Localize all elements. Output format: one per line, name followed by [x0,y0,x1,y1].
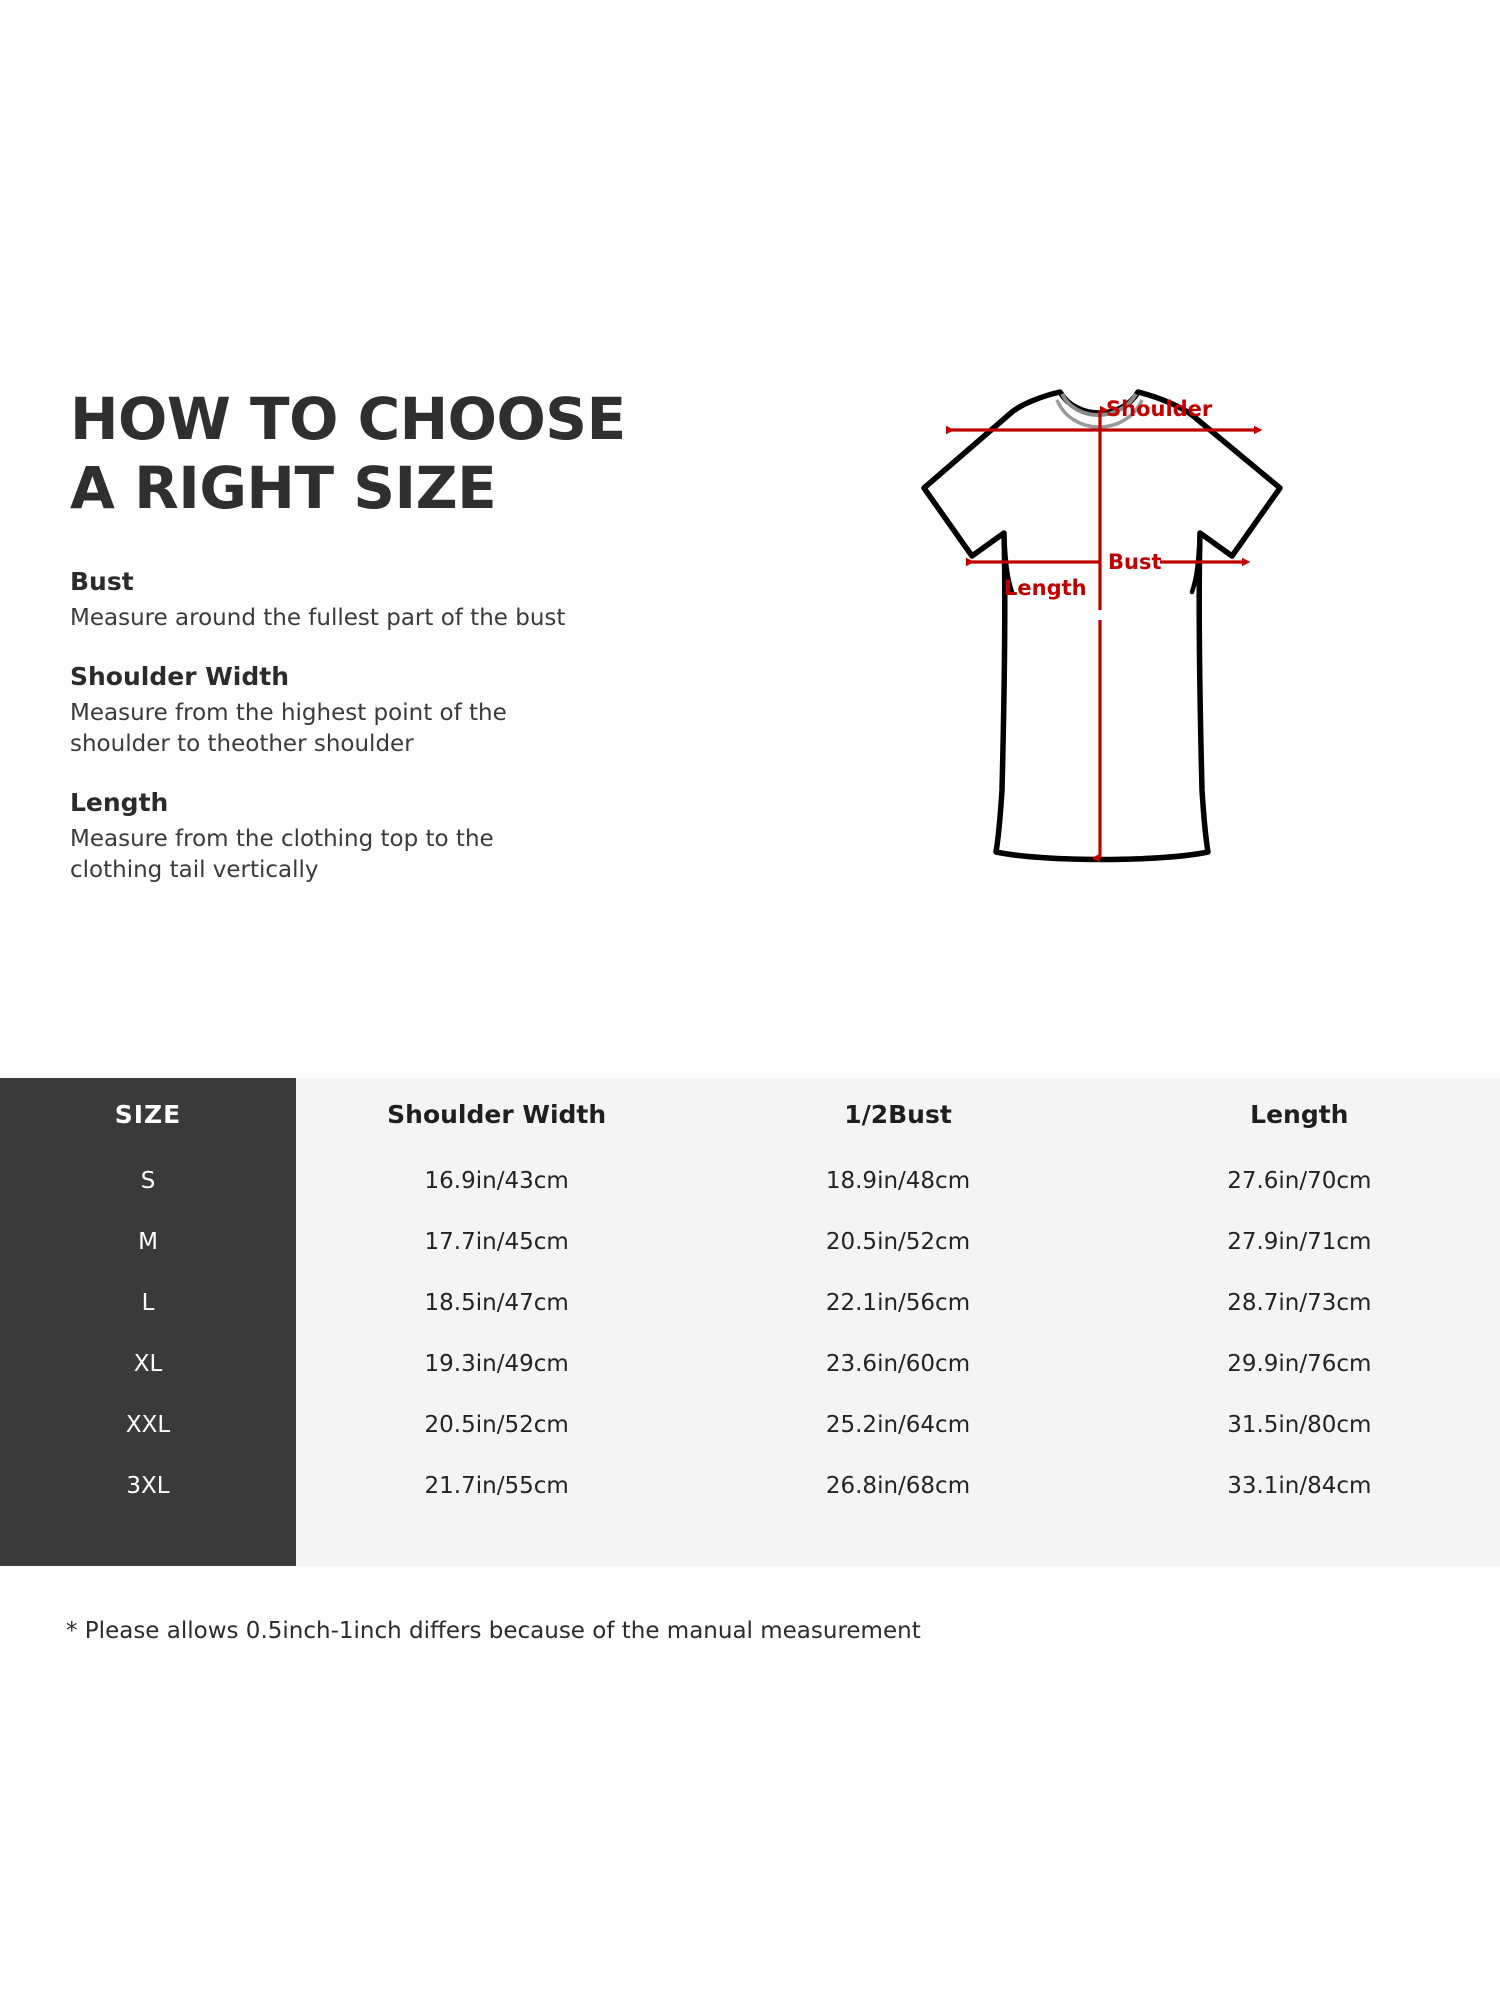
cell-half-bust-l: 22.1in/56cm [825,1289,971,1316]
column-header-shoulder-width: Shoulder Width [387,1099,607,1129]
measurement-desc-length: Measure from the clothing top to the clo… [70,826,494,883]
measurement-desc-shoulder-width: Measure from the highest point of the sh… [70,700,507,757]
cell-shoulder-width-3xl: 21.7in/55cm [424,1472,569,1499]
column-header-size: SIZE [114,1099,182,1129]
size-column: SIZE S M L XL XXL 3XL [0,1078,296,1566]
size-chart-table: SIZE S M L XL XXL 3XL Shoulder Width 1/2… [0,1078,1500,1566]
shoulder-dimension-annotation: Shoulder [946,397,1263,610]
column-header-length: Length [1250,1099,1349,1129]
cell-shoulder-width-xl: 19.3in/49cm [424,1350,569,1377]
table-row-size-s: S [140,1167,156,1194]
cell-shoulder-width-m: 17.7in/45cm [424,1228,569,1255]
measurement-disclaimer: * Please allows 0.5inch-1inch differs be… [66,1618,921,1644]
measurements-columns: Shoulder Width 1/2Bust Length 16.9in/43c… [296,1078,1500,1566]
cell-half-bust-xxl: 25.2in/64cm [825,1411,971,1438]
length-dimension-annotation: Length [1004,576,1102,863]
table-row: 21.7in/55cm 26.8in/68cm 33.1in/84cm [296,1455,1500,1516]
bust-label: Bust [1108,550,1162,574]
cell-length-l: 28.7in/73cm [1227,1289,1372,1316]
cell-length-s: 27.6in/70cm [1227,1167,1372,1194]
table-row: 19.3in/49cm 23.6in/60cm 29.9in/76cm [296,1333,1500,1394]
measurement-desc-bust: Measure around the fullest part of the b… [70,604,566,631]
shoulder-label: Shoulder [1106,397,1213,421]
table-header-row: Shoulder Width 1/2Bust Length [296,1078,1500,1150]
measurement-name-shoulder-width: Shoulder Width [70,662,290,692]
table-row-size-xxl: XXL [125,1411,171,1438]
cell-length-3xl: 33.1in/84cm [1227,1472,1372,1499]
cell-shoulder-width-l: 18.5in/47cm [424,1289,569,1316]
cell-length-xl: 29.9in/76cm [1227,1350,1372,1377]
measurement-name-length: Length [70,788,169,818]
measurement-definitions: Bust Measure around the fullest part of … [70,565,710,885]
cell-half-bust-m: 20.5in/52cm [825,1228,971,1255]
cell-shoulder-width-s: 16.9in/43cm [424,1167,569,1194]
table-row: 18.5in/47cm 22.1in/56cm 28.7in/73cm [296,1272,1500,1333]
cell-length-m: 27.9in/71cm [1227,1228,1372,1255]
table-row-size-m: M [138,1228,158,1255]
table-row: 20.5in/52cm 25.2in/64cm 31.5in/80cm [296,1394,1500,1455]
cell-length-xxl: 31.5in/80cm [1227,1411,1372,1438]
cell-half-bust-xl: 23.6in/60cm [825,1350,971,1377]
tshirt-outline-shape [921,389,1283,863]
cell-shoulder-width-xxl: 20.5in/52cm [424,1411,569,1438]
measurement-item-shoulder-width: Shoulder Width Measure from the highest … [70,660,710,759]
measurement-item-length: Length Measure from the clothing top to … [70,786,710,885]
measurement-item-bust: Bust Measure around the fullest part of … [70,565,710,633]
page-title: HOW TO CHOOSE A RIGHT SIZE [70,385,626,523]
tshirt-measurement-diagram: Shoulder Bust Length [760,370,1400,1010]
bust-dimension-annotation: Bust [966,550,1251,574]
length-label: Length [1004,576,1087,600]
table-row-size-xl: XL [133,1350,163,1377]
cell-half-bust-3xl: 26.8in/68cm [825,1472,971,1499]
column-header-half-bust: 1/2Bust [844,1099,952,1129]
cell-half-bust-s: 18.9in/48cm [825,1167,971,1194]
table-row-size-l: L [141,1289,155,1316]
table-row-size-3xl: 3XL [126,1472,170,1499]
measurement-info-column: HOW TO CHOOSE A RIGHT SIZE Bust Measure … [70,385,710,885]
measurement-name-bust: Bust [70,567,134,597]
table-row: 16.9in/43cm 18.9in/48cm 27.6in/70cm [296,1150,1500,1211]
table-row: 17.7in/45cm 20.5in/52cm 27.9in/71cm [296,1211,1500,1272]
top-section: HOW TO CHOOSE A RIGHT SIZE Bust Measure … [70,370,1400,1010]
